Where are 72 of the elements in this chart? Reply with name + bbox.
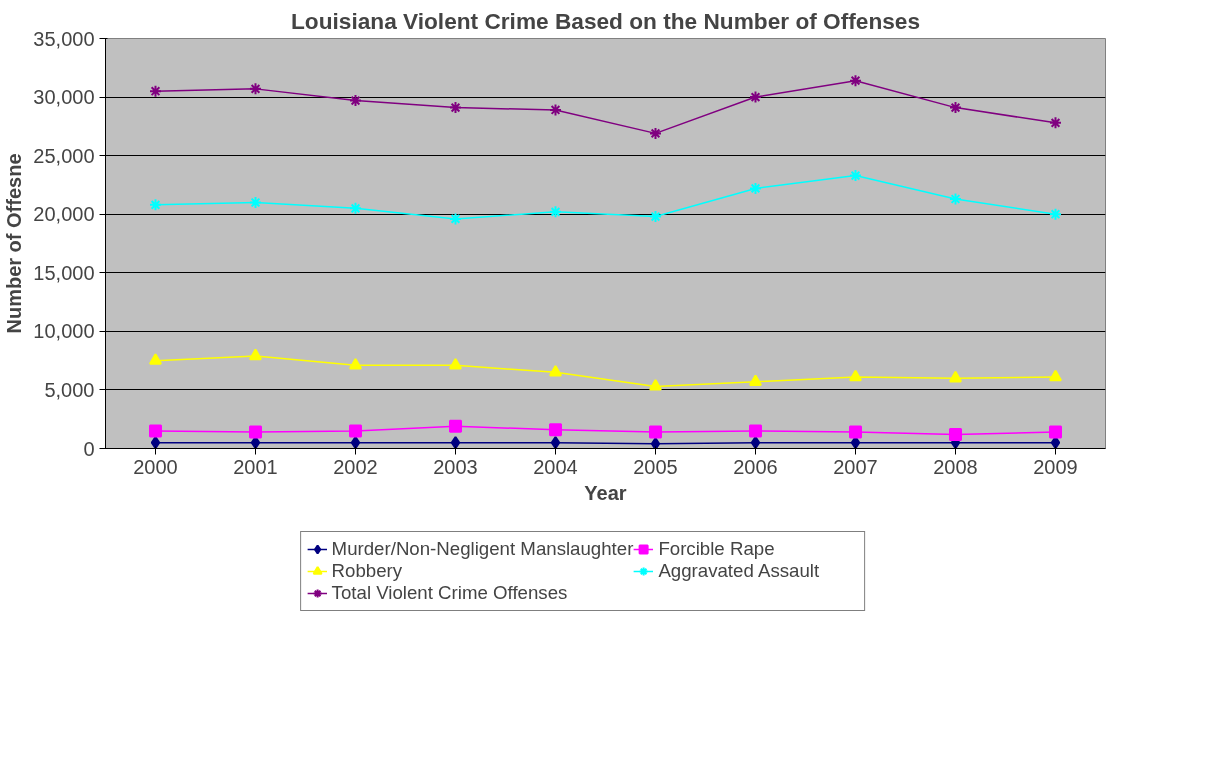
point	[449, 212, 462, 226]
y-axis-title: Number of Offesne	[3, 153, 26, 334]
y-tick-label: 5,000	[44, 378, 95, 401]
point	[750, 436, 761, 449]
point	[1049, 116, 1062, 130]
point	[649, 425, 662, 439]
x-tick-label: 2000	[133, 455, 178, 478]
point	[349, 424, 362, 438]
point	[549, 365, 562, 377]
legend-label: Aggravated Assault	[658, 560, 821, 582]
point	[1049, 207, 1062, 221]
point	[649, 379, 662, 391]
y-tick-label: 20,000	[33, 203, 95, 226]
point	[949, 427, 962, 441]
point	[749, 90, 762, 104]
point	[1049, 369, 1062, 382]
point	[749, 181, 762, 195]
y-tick-label: 15,000	[33, 261, 95, 284]
point	[849, 369, 862, 382]
point	[350, 436, 361, 449]
legend-label: Total Violent Crime Offenses	[331, 582, 568, 604]
point	[449, 357, 462, 370]
point	[449, 419, 462, 433]
legend-label: Robbery	[331, 560, 404, 582]
point	[1049, 425, 1062, 439]
x-tick-label: 2004	[533, 455, 578, 478]
y-tick-label: 0	[83, 437, 95, 460]
x-tick-label: 2009	[1033, 455, 1078, 478]
x-axis-title: Year	[584, 481, 627, 504]
point	[149, 84, 162, 98]
point	[249, 82, 262, 96]
point	[849, 425, 862, 439]
point	[149, 353, 162, 365]
point	[849, 74, 862, 88]
point	[949, 192, 962, 206]
point	[449, 101, 462, 115]
point	[150, 436, 161, 449]
point	[450, 436, 461, 449]
x-tick-label: 2006	[733, 455, 778, 478]
point	[749, 424, 762, 438]
point	[649, 126, 662, 140]
x-tick-label: 2005	[633, 455, 678, 478]
point	[549, 103, 562, 117]
y-tick-label: 30,000	[33, 86, 95, 109]
point	[550, 436, 561, 449]
x-tick-label: 2001	[233, 455, 278, 478]
point	[549, 205, 562, 219]
point	[949, 370, 962, 383]
point	[749, 374, 762, 386]
y-tick-label: 35,000	[33, 27, 95, 50]
y-tick-label: 10,000	[33, 320, 95, 343]
x-tick-label: 2007	[833, 455, 878, 478]
point	[149, 198, 162, 212]
legend-label: Forcible Rape	[658, 538, 776, 560]
x-tick-label: 2002	[333, 455, 378, 478]
point	[349, 357, 362, 370]
point	[549, 423, 562, 437]
point	[649, 210, 662, 224]
point	[650, 437, 661, 449]
point	[349, 201, 362, 215]
point	[249, 425, 262, 439]
point	[249, 348, 262, 361]
y-tick-label: 25,000	[33, 144, 95, 167]
chart-title: Louisiana Violent Crime Based on the Number of Offenses	[290, 7, 921, 34]
point	[849, 169, 862, 183]
x-tick-label: 2003	[433, 455, 478, 478]
point	[249, 196, 262, 209]
point	[149, 424, 162, 438]
point	[949, 101, 962, 115]
legend-label: Murder/Non-Negligent Manslaughter	[331, 538, 634, 560]
point	[349, 94, 362, 108]
x-tick-label: 2008	[933, 455, 978, 478]
